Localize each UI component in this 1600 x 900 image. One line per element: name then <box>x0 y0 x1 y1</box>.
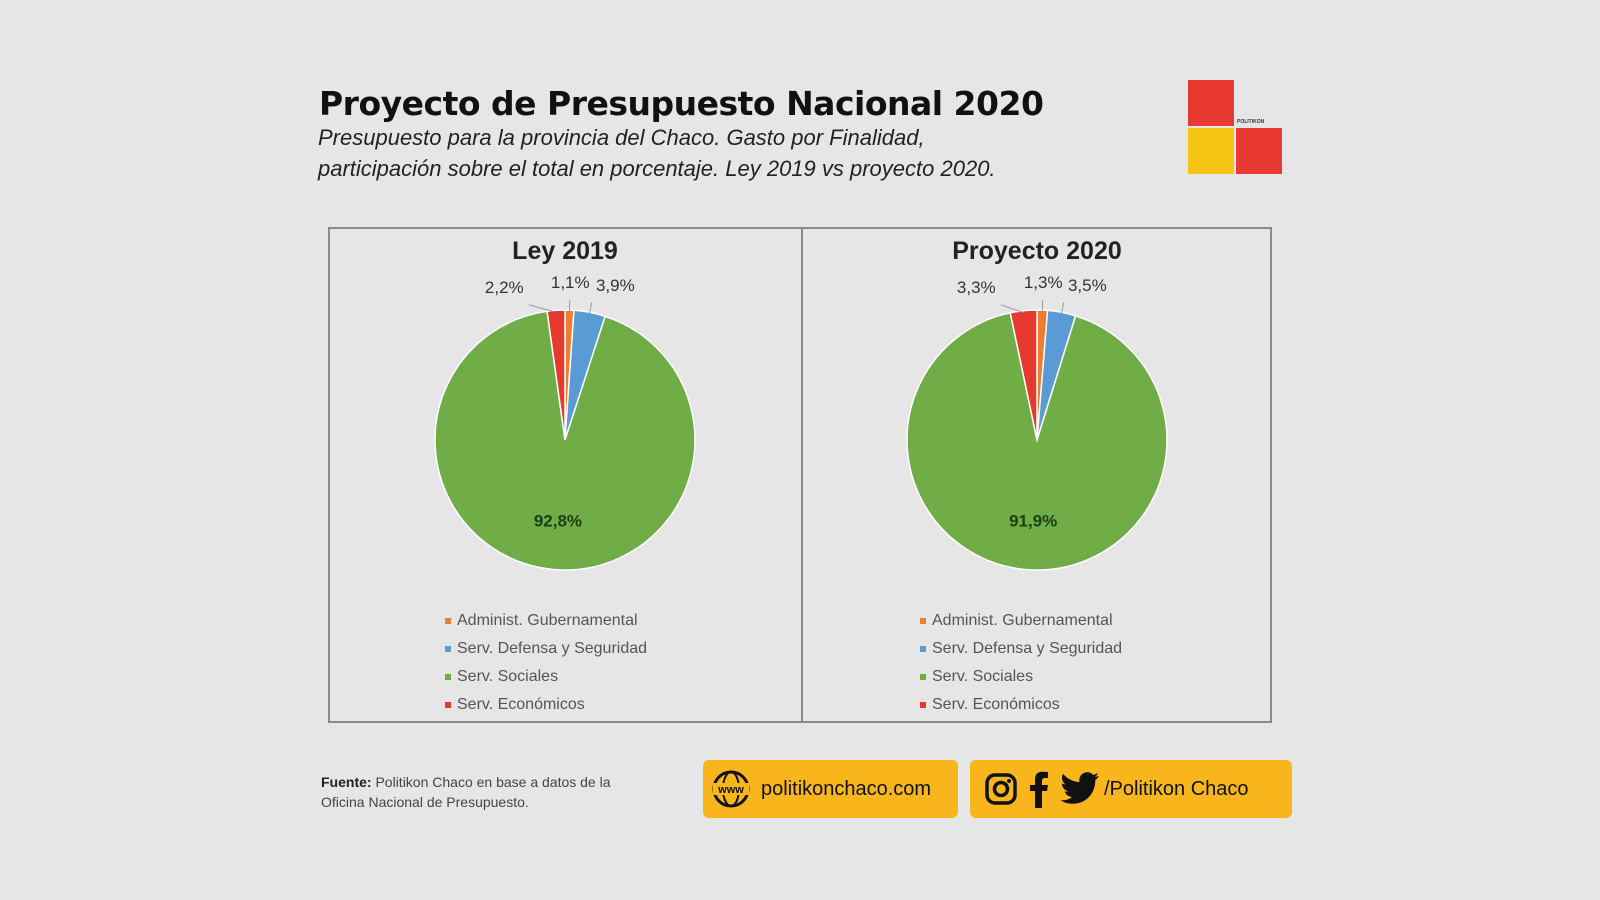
social-badge[interactable]: /Politikon Chaco <box>970 760 1292 818</box>
globe-icon-text: www <box>717 784 744 796</box>
chart-legend: Administ. Gubernamental Serv. Defensa y S… <box>920 607 1122 719</box>
pie-leader-line <box>588 302 593 315</box>
pie-leader-line <box>528 304 557 313</box>
pie-slice-serv-sociales <box>434 310 696 571</box>
website-link[interactable]: politikonchaco.com <box>761 777 932 800</box>
pie-data-label: 3,3% <box>957 278 996 297</box>
legend-swatch <box>445 674 451 680</box>
pie-leader-line <box>1000 304 1024 314</box>
logo-square-yellow <box>1188 128 1234 174</box>
pie-data-label: 91,9% <box>1009 512 1057 531</box>
legend-item-serv-defensa-y-seguridad: Serv. Defensa y Seguridad <box>445 635 647 663</box>
legend-label: Serv. Económicos <box>457 696 585 713</box>
social-handle[interactable]: /Politikon Chaco <box>1104 777 1249 800</box>
legend-label: Serv. Sociales <box>457 668 559 685</box>
page-title: Proyecto de Presupuesto Nacional 2020 <box>319 84 1044 123</box>
panel-divider <box>801 229 803 721</box>
charts-frame: Ley 2019 1,1% 3,9% 92,8% 2,2% Administ. Gub… <box>328 227 1272 723</box>
pie-data-label: 2,2% <box>485 278 524 297</box>
chart-panel-proyecto-2020: Proyecto 2020 1,3% 3,5% 91,9% 3,3% Administ… <box>802 229 1272 721</box>
logo-square-red-top <box>1188 80 1234 126</box>
legend-item-serv-economicos: Serv. Económicos <box>445 691 647 719</box>
legend-swatch <box>445 702 451 708</box>
website-badge[interactable]: www politikonchaco.com <box>703 760 958 818</box>
pie-data-label: 3,9% <box>596 276 635 295</box>
chart-title: Proyecto 2020 <box>952 237 1122 265</box>
globe-icon: www <box>712 770 750 808</box>
chart-panel-ley-2019: Ley 2019 1,1% 3,9% 92,8% 2,2% Administ. Gub… <box>330 229 800 721</box>
legend-label: Administ. Gubernamental <box>457 612 638 629</box>
pie-data-label: 1,3% <box>1024 273 1063 292</box>
legend-label: Serv. Sociales <box>932 668 1034 685</box>
legend-item-administ-gubernamental: Administ. Gubernamental <box>920 607 1122 635</box>
legend-swatch <box>920 674 926 680</box>
source-label: Fuente: <box>321 774 372 790</box>
pie-data-label: 1,1% <box>551 273 590 292</box>
pie-data-label: 92,8% <box>534 511 582 530</box>
legend-item-serv-sociales: Serv. Sociales <box>920 663 1122 691</box>
legend-label: Serv. Defensa y Seguridad <box>932 640 1123 657</box>
legend-item-serv-economicos: Serv. Económicos <box>920 691 1122 719</box>
page-subtitle: Presupuesto para la provincia del Chaco.… <box>318 122 1118 184</box>
pie-data-label: 3,5% <box>1068 276 1107 295</box>
instagram-icon[interactable] <box>984 772 1018 806</box>
chart-title: Ley 2019 <box>512 237 618 265</box>
legend-swatch <box>445 618 451 624</box>
legend-item-administ-gubernamental: Administ. Gubernamental <box>445 607 647 635</box>
pie-chart-svg: 1,1% 3,9% 92,8% 2,2% <box>434 273 696 571</box>
legend-item-serv-defensa-y-seguridad: Serv. Defensa y Seguridad <box>920 635 1122 663</box>
pie-leader-line <box>1060 302 1065 315</box>
source-note: Fuente: Politikon Chaco en base a datos … <box>321 772 651 812</box>
legend-swatch <box>920 646 926 652</box>
subtitle-line-2: participación sobre el total en porcenta… <box>318 156 996 181</box>
legend-label: Administ. Gubernamental <box>932 612 1113 629</box>
pie-chart-svg: 1,3% 3,5% 91,9% 3,3% <box>906 273 1168 571</box>
legend-swatch <box>920 618 926 624</box>
legend-label: Serv. Defensa y Seguridad <box>457 640 648 657</box>
chart-legend: Administ. Gubernamental Serv. Defensa y S… <box>445 607 647 719</box>
legend-item-serv-sociales: Serv. Sociales <box>445 663 647 691</box>
logo-square-red-bottom <box>1236 128 1282 174</box>
facebook-icon[interactable] <box>1028 770 1050 808</box>
legend-label: Serv. Económicos <box>932 696 1060 713</box>
pie-slice-serv-economicos <box>546 309 566 441</box>
source-text: Politikon Chaco en base a datos de la Of… <box>321 774 611 810</box>
legend-swatch <box>920 702 926 708</box>
politikon-logo: POLITIKON <box>1188 80 1284 174</box>
subtitle-line-1: Presupuesto para la provincia del Chaco.… <box>318 125 925 150</box>
twitter-icon[interactable] <box>1060 772 1100 806</box>
pie-slice-serv-economicos <box>1009 309 1038 441</box>
legend-swatch <box>445 646 451 652</box>
pie-slice-serv-sociales <box>906 311 1168 571</box>
logo-text: POLITIKON <box>1237 119 1265 125</box>
